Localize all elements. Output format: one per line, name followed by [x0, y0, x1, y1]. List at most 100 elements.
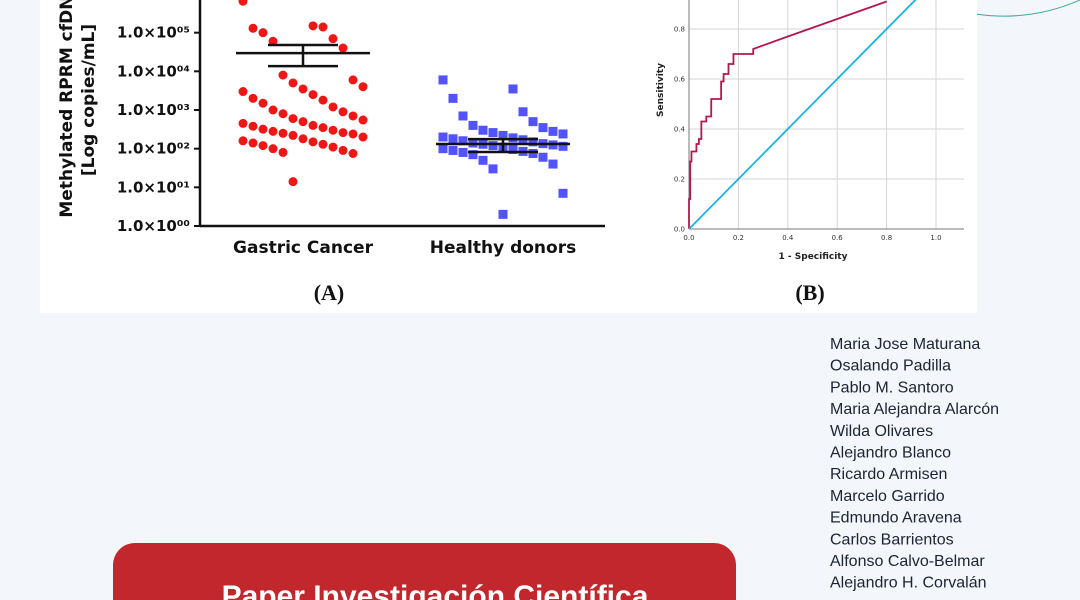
x-axis-label: 1 - Specificity — [779, 252, 848, 262]
data-point — [458, 147, 468, 157]
data-point — [558, 141, 568, 151]
roc-line — [688, 0, 887, 229]
x-tick-label: 1.0 — [930, 234, 941, 242]
x-tick-label: 0.0 — [683, 234, 694, 242]
x-tick-label: 0.6 — [832, 234, 844, 242]
data-point — [258, 124, 268, 134]
data-point — [328, 102, 338, 112]
author-name: Pablo M. Santoro — [830, 379, 954, 396]
author-name: Ricardo Armisen — [830, 466, 947, 483]
data-point — [498, 130, 508, 140]
author-name: Carlos Barrientos — [830, 531, 954, 548]
y-tick-label: 0.6 — [674, 76, 686, 84]
y-tick-label: 1.0×10⁰⁵ — [117, 24, 190, 42]
data-point — [278, 109, 288, 119]
data-point — [328, 125, 338, 135]
data-point — [488, 128, 498, 138]
x-tick-label: 0.8 — [881, 234, 892, 242]
data-point — [358, 82, 368, 92]
data-point — [278, 70, 288, 80]
figure — [40, 0, 977, 313]
y-axis-label: Sensitivity — [656, 63, 666, 117]
data-point — [538, 123, 548, 133]
decor-arc — [974, 0, 1080, 17]
y-tick-label: 1.0×10⁰⁴ — [117, 62, 190, 80]
data-point — [328, 142, 338, 152]
data-point — [548, 159, 558, 169]
x-tick-label: 0.2 — [733, 234, 744, 242]
data-point — [298, 134, 308, 144]
data-point — [538, 152, 548, 162]
data-point — [458, 111, 468, 121]
data-point — [448, 145, 458, 155]
data-point — [348, 148, 358, 158]
data-point — [288, 78, 298, 88]
author-name: Maria Alejandra Alarcón — [830, 401, 999, 418]
data-point — [478, 155, 488, 165]
data-point — [298, 117, 308, 127]
data-point — [358, 132, 368, 142]
data-point — [528, 148, 538, 158]
data-point — [318, 22, 328, 32]
data-point — [358, 115, 368, 125]
data-point — [258, 28, 268, 38]
author-name: Osalando Padilla — [830, 358, 951, 375]
panel-label: (B) — [795, 280, 824, 305]
data-point — [488, 141, 498, 151]
data-point — [248, 121, 258, 131]
data-point — [248, 138, 258, 148]
data-point — [528, 117, 538, 127]
author-name: Alejandro Blanco — [830, 445, 951, 462]
data-point — [308, 137, 318, 147]
data-point — [458, 136, 468, 146]
data-point — [558, 129, 568, 139]
data-point — [268, 105, 278, 115]
data-point — [288, 130, 298, 140]
banner-title: Paper Investigación Científica — [222, 580, 649, 600]
data-point — [268, 144, 278, 154]
y-tick-label: 0.0 — [674, 226, 685, 234]
data-point — [468, 120, 478, 130]
data-point — [548, 126, 558, 136]
data-point — [448, 134, 458, 144]
x-tick-label: Healthy donors — [430, 238, 576, 258]
data-point — [348, 111, 358, 121]
y-tick-label: 0.8 — [674, 26, 685, 34]
data-point — [488, 164, 498, 174]
x-tick-label: 0.4 — [782, 234, 794, 242]
data-point — [338, 43, 348, 53]
data-point — [518, 107, 528, 117]
roc-line — [688, 0, 917, 230]
data-point — [348, 75, 358, 85]
data-point — [248, 93, 258, 103]
data-point — [308, 21, 318, 31]
data-point — [308, 90, 318, 100]
data-point — [268, 36, 278, 46]
data-point — [308, 120, 318, 130]
data-point — [288, 177, 298, 187]
data-point — [318, 123, 328, 133]
data-point — [288, 114, 298, 124]
y-tick-label: 1.0×10⁰³ — [117, 101, 190, 119]
y-tick-label: 1.0×10⁰⁶ — [117, 0, 190, 3]
y-tick-label: 0.2 — [674, 176, 685, 184]
author-name: Wilda Olivares — [830, 423, 933, 440]
author-name: Alfonso Calvo-Belmar — [830, 553, 985, 570]
data-point — [338, 107, 348, 117]
data-point — [238, 136, 248, 146]
data-point — [468, 150, 478, 160]
author-name: Maria Jose Maturana — [830, 336, 980, 353]
y-tick-label: 1.0×10⁰² — [117, 140, 190, 158]
banner — [113, 543, 736, 600]
data-point — [258, 141, 268, 151]
y-tick-label: 1.0×10⁰¹ — [117, 178, 190, 196]
data-point — [338, 145, 348, 155]
data-point — [248, 23, 258, 33]
data-point — [438, 132, 448, 142]
data-point — [318, 139, 328, 149]
data-point — [528, 137, 538, 147]
data-point — [278, 147, 288, 157]
data-point — [508, 145, 518, 155]
data-point — [268, 126, 278, 136]
data-point — [238, 0, 248, 6]
